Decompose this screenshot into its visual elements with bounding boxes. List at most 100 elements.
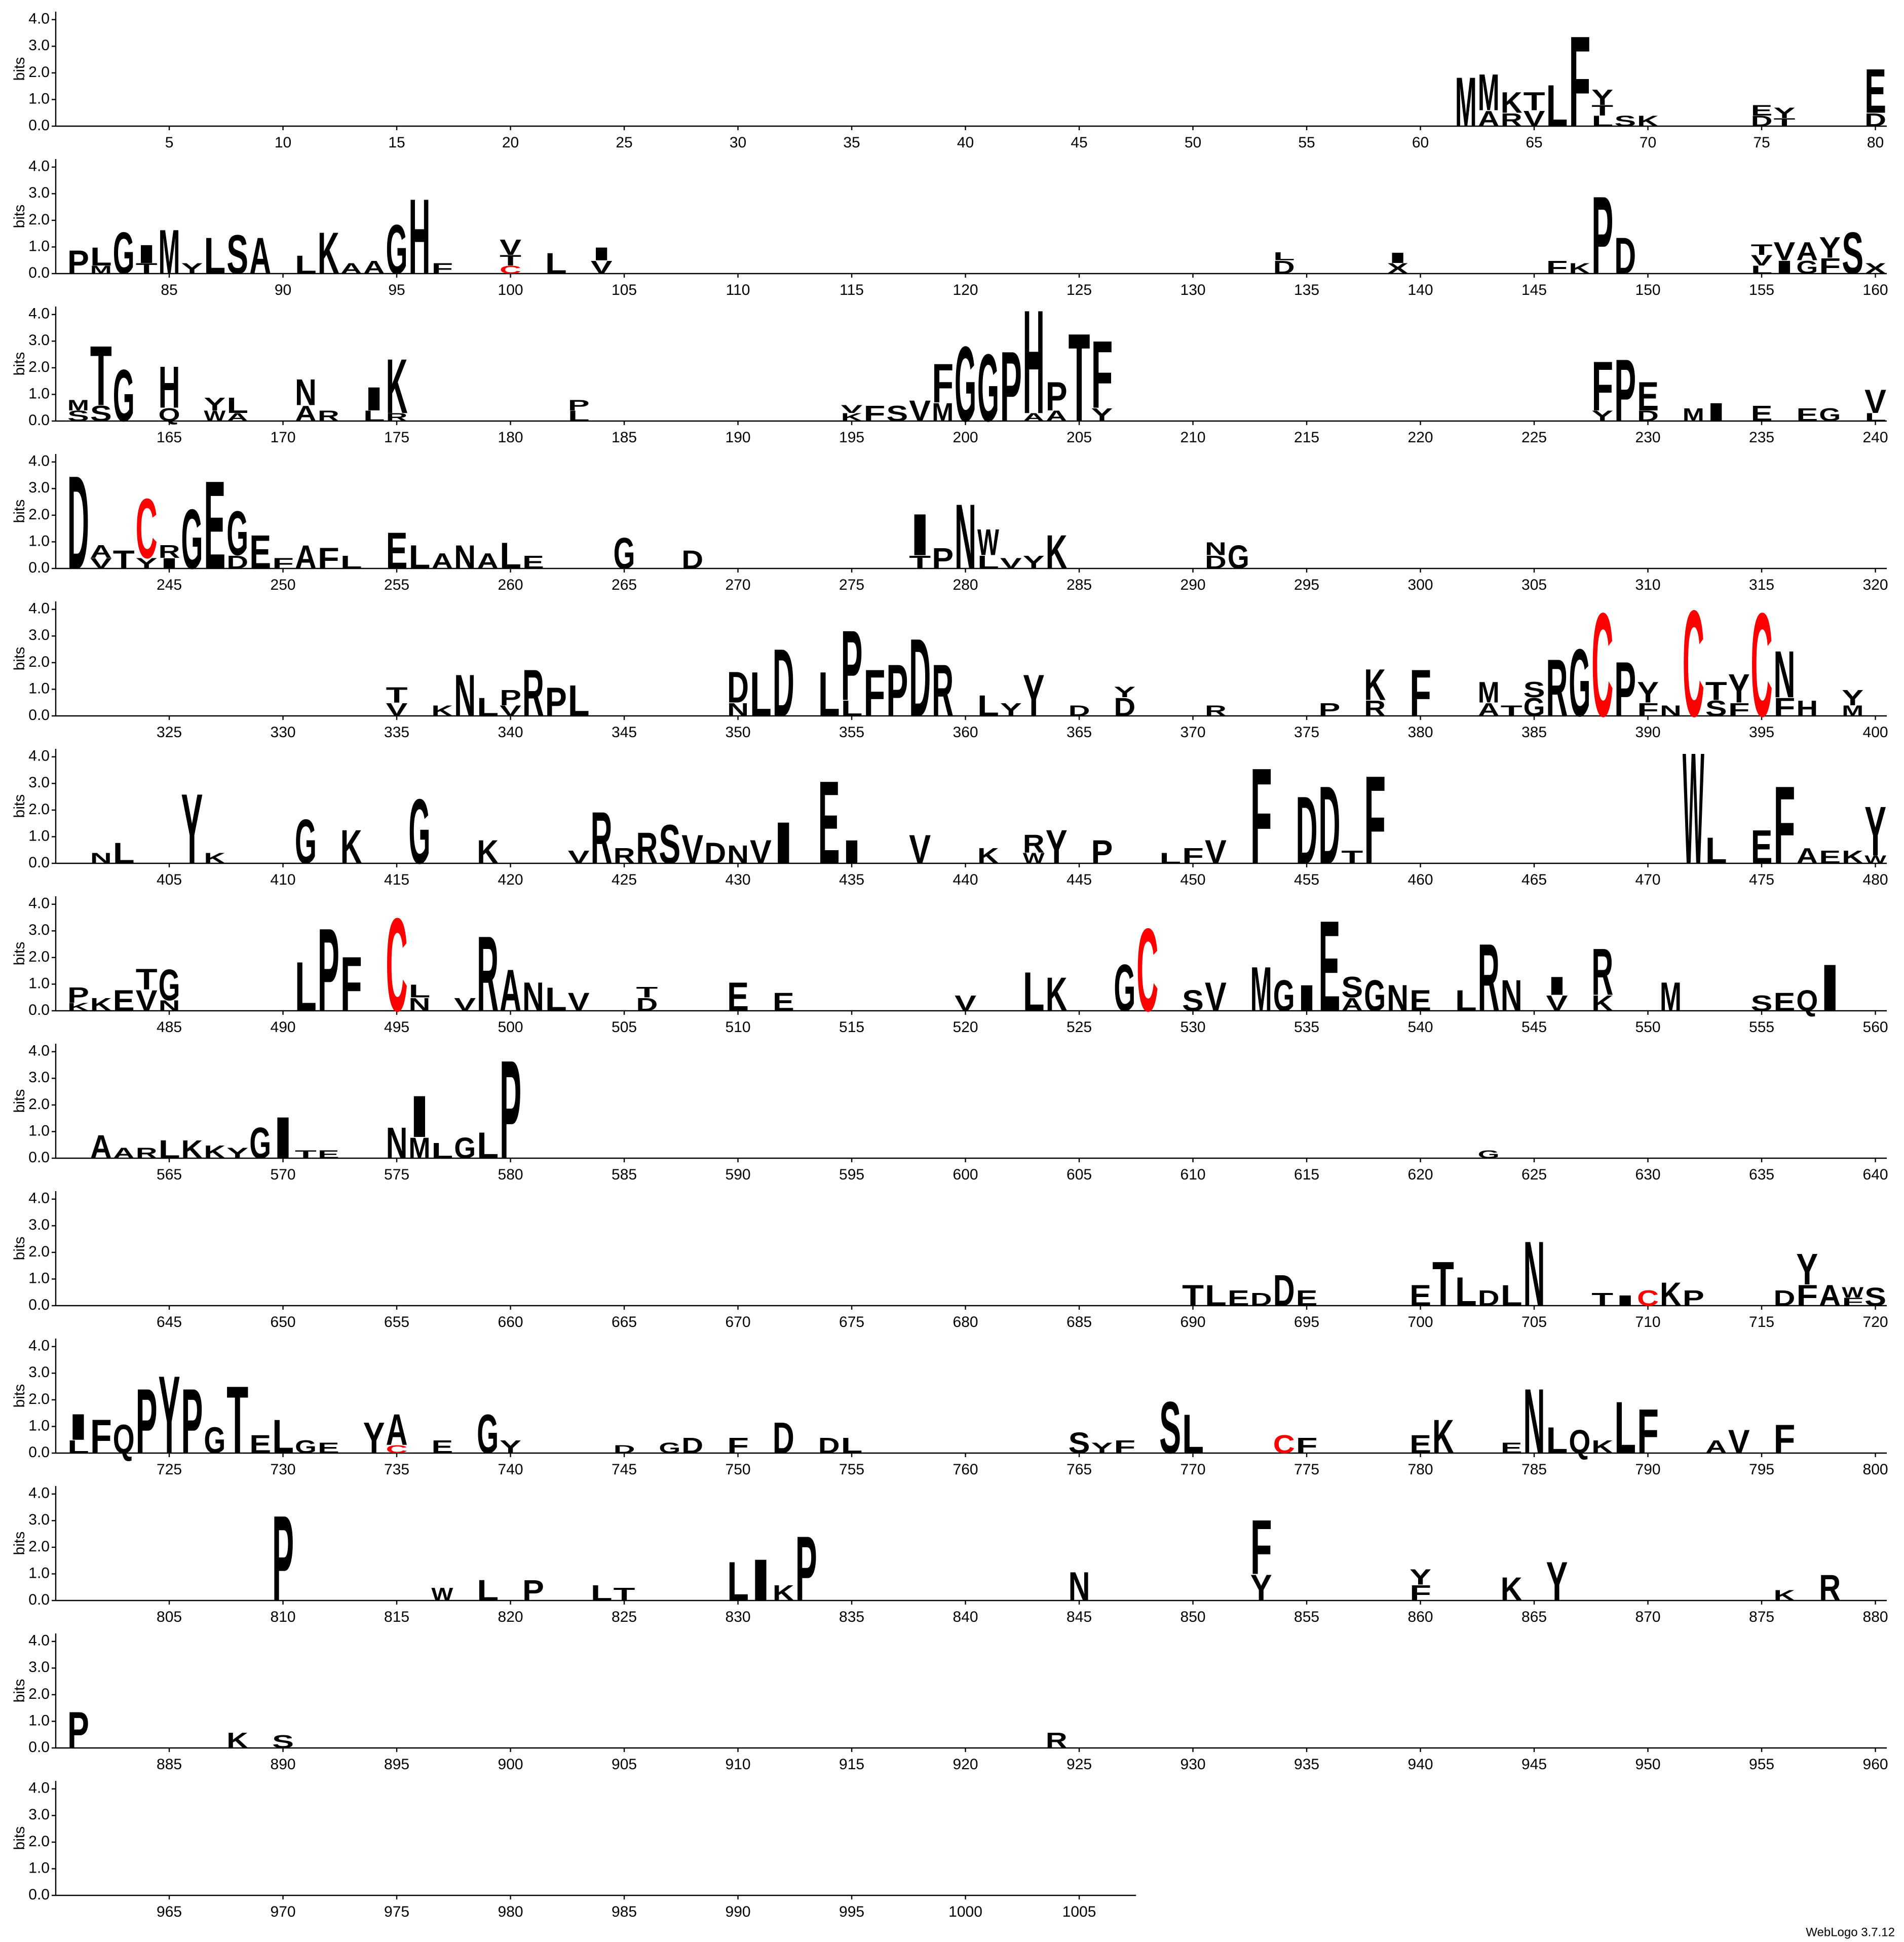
letter: C [1273, 1430, 1295, 1459]
letter: K [1569, 260, 1590, 277]
x-tick-label: 760 [953, 1461, 978, 1478]
y-tick-label: 4.0 [28, 895, 50, 912]
letter: E [249, 1430, 271, 1459]
letter: W [431, 1584, 453, 1605]
letter: K [1591, 1436, 1613, 1457]
letter: Y [136, 555, 158, 572]
letter: R [159, 541, 180, 562]
x-tick-label: 510 [726, 1019, 751, 1036]
letter: L [727, 1551, 749, 1613]
x-tick-label: 310 [1635, 577, 1661, 593]
letter: L [1182, 1403, 1204, 1465]
y-tick-label: 4.0 [28, 1632, 50, 1649]
letter: S [659, 814, 680, 875]
letter: K [841, 411, 863, 424]
letter: N [727, 840, 749, 869]
letter: V [1000, 555, 1022, 572]
letter: G [386, 210, 408, 289]
letter: F [1091, 322, 1113, 429]
x-tick-label: 415 [384, 871, 409, 888]
letter: G [113, 354, 135, 437]
x-tick-label: 595 [839, 1166, 864, 1183]
letter: E [431, 1436, 453, 1457]
y-tick-label: 2.0 [28, 801, 50, 818]
y-tick-label: 1.0 [28, 827, 50, 844]
letter: T [1774, 116, 1796, 129]
letter: H [1796, 696, 1818, 721]
letter: R [614, 844, 635, 868]
y-tick-label: 1.0 [28, 1712, 50, 1729]
letter: N [386, 1118, 408, 1168]
letter: Y [1546, 1551, 1568, 1613]
letter: G [181, 492, 203, 587]
letter: Y [159, 1353, 180, 1477]
letter: L [477, 1574, 499, 1607]
letter: S [226, 224, 248, 286]
x-tick-label: 110 [726, 282, 750, 298]
letter: E [1637, 374, 1659, 419]
letter: Y [1728, 666, 1750, 711]
y-tick-label: 1.0 [28, 975, 50, 992]
x-tick-label: 520 [953, 1019, 978, 1036]
logo-row: bits 0.0 1.0 2.0 3.0 4.0 85 90 95 100 105 110 115 120… [11, 158, 1888, 298]
x-tick-label: 940 [1408, 1756, 1433, 1773]
x-tick-label: 525 [1067, 1019, 1092, 1036]
x-tick-label: 785 [1521, 1461, 1547, 1478]
letter: G [1364, 971, 1386, 1020]
letter: F [727, 1433, 749, 1458]
x-tick-label: 540 [1408, 1019, 1433, 1036]
letter: Y [204, 394, 225, 414]
y-tick-label: 1.0 [28, 532, 50, 549]
letter: Y [1842, 686, 1863, 710]
x-tick-label: 55 [1298, 134, 1315, 151]
x-tick-label: 935 [1294, 1756, 1319, 1773]
x-tick-label: 40 [957, 134, 974, 151]
x-tick-label: 770 [1181, 1461, 1206, 1478]
x-tick-label: 715 [1749, 1314, 1774, 1330]
letter: Y [1637, 676, 1659, 709]
letter: G [159, 960, 180, 1010]
letter: D [818, 1433, 840, 1458]
letter: M [90, 263, 112, 276]
x-tick-label: 250 [271, 577, 296, 593]
letter: D [614, 1443, 635, 1456]
letter: D [1205, 552, 1227, 573]
x-tick-label: 710 [1635, 1314, 1661, 1330]
letter: A [477, 549, 499, 574]
y-tick-label: 4.0 [28, 11, 50, 27]
letter: A [1705, 1436, 1727, 1457]
letter: N [1501, 971, 1522, 1020]
letter: S [1705, 696, 1727, 721]
letter: L [568, 676, 590, 726]
x-tick-label: 995 [839, 1903, 864, 1920]
letter: F [340, 941, 362, 1028]
x-tick-label: 275 [839, 577, 864, 593]
x-tick-label: 985 [612, 1903, 637, 1920]
letter: V [1864, 383, 1886, 420]
x-tick-label: 495 [384, 1019, 409, 1036]
x-tick-label: 370 [1181, 724, 1206, 741]
x-tick-label: 425 [612, 871, 637, 888]
letter: L [1501, 1279, 1522, 1312]
letter: W [1683, 720, 1704, 897]
y-tick-label: 3.0 [28, 37, 50, 54]
letter: V [1774, 237, 1796, 265]
letter: S [272, 1731, 294, 1752]
y-tick-label: 2.0 [28, 1538, 50, 1555]
letter: F [1250, 740, 1272, 893]
letter: K [1842, 847, 1863, 867]
letter: R [1205, 702, 1227, 719]
x-tick-label: 350 [726, 724, 751, 741]
x-tick-label: 5 [165, 134, 174, 151]
x-tick-label: 240 [1863, 429, 1888, 446]
y-tick-label: 4.0 [28, 1485, 50, 1502]
letter: D [727, 663, 749, 712]
y-tick-label: 4.0 [28, 1043, 50, 1059]
x-tick-label: 990 [726, 1903, 751, 1920]
letter: F [1182, 844, 1204, 868]
letter: F [1296, 1433, 1318, 1458]
letter: F [318, 542, 339, 575]
x-tick-label: 980 [498, 1903, 523, 1920]
letter: Q [159, 404, 180, 425]
letter: M [1455, 63, 1477, 141]
